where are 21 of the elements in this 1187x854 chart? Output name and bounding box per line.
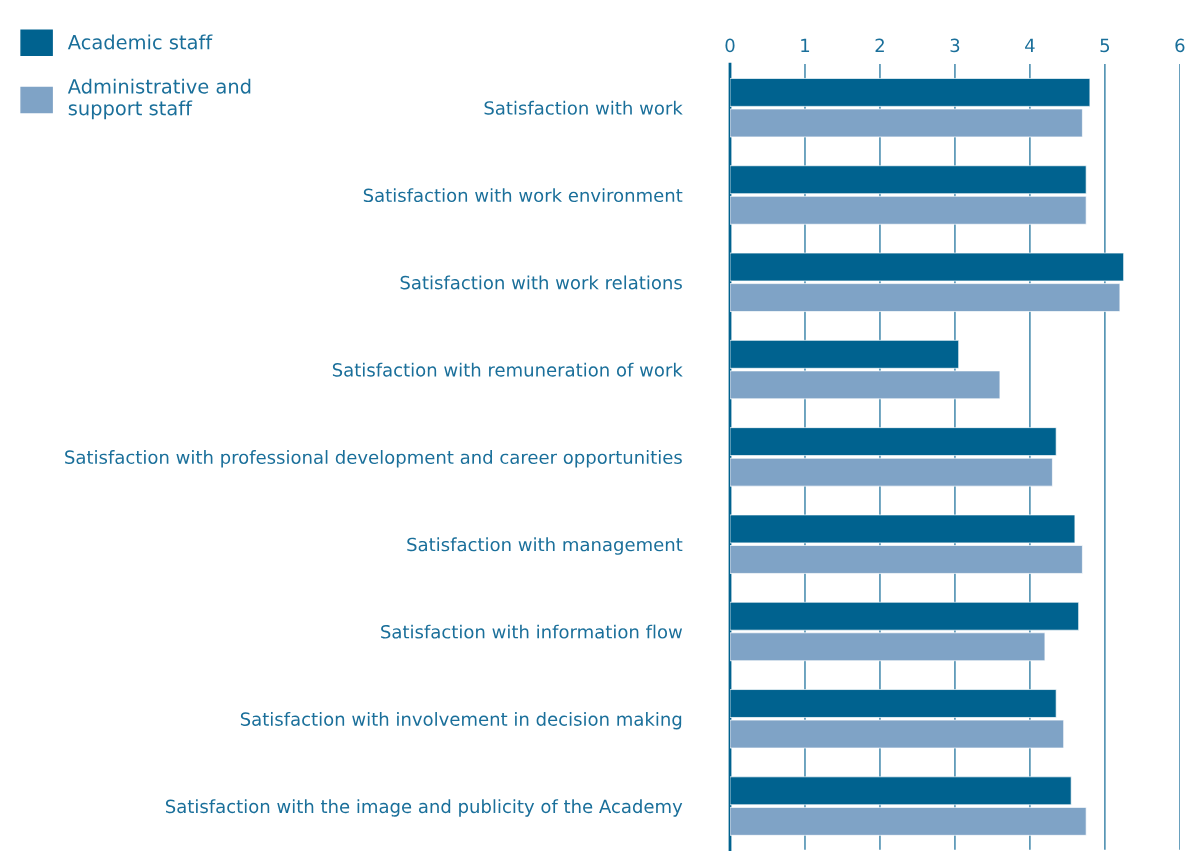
y-tick-label: Satisfaction with information flow (381, 624, 683, 639)
y-tick-label: Satisfaction with professional development and career opportunities (65, 450, 682, 468)
legend-label: Administrative and support staff (67, 78, 251, 120)
legend-label: Academic staff (67, 34, 213, 50)
bar (730, 195, 1087, 225)
x-tick-label: 4 (1025, 38, 1035, 52)
y-tick-label: Satisfaction with work (484, 100, 683, 115)
bar (730, 457, 1053, 487)
x-tick-label: 5 (1100, 38, 1110, 53)
y-tick-label: Satisfaction with remuneration of work (332, 362, 683, 377)
y-tick-label: Satisfaction with the image and publicity of the Academy (165, 799, 683, 817)
bar (730, 807, 1087, 836)
x-tick-label: 6 (1175, 38, 1185, 53)
x-tick-label: 2 (875, 38, 884, 52)
x-tick-label: 0 (725, 38, 735, 53)
y-tick-label: Satisfaction with management (407, 537, 683, 555)
x-tick-label: 1 (801, 38, 810, 52)
y-tick-label: Satisfaction with work environment (363, 188, 683, 203)
y-tick-label: Satisfaction with involvement in decision making (240, 711, 682, 730)
y-tick-label: Satisfaction with work relations (400, 275, 682, 290)
x-tick-label: 3 (950, 38, 960, 53)
